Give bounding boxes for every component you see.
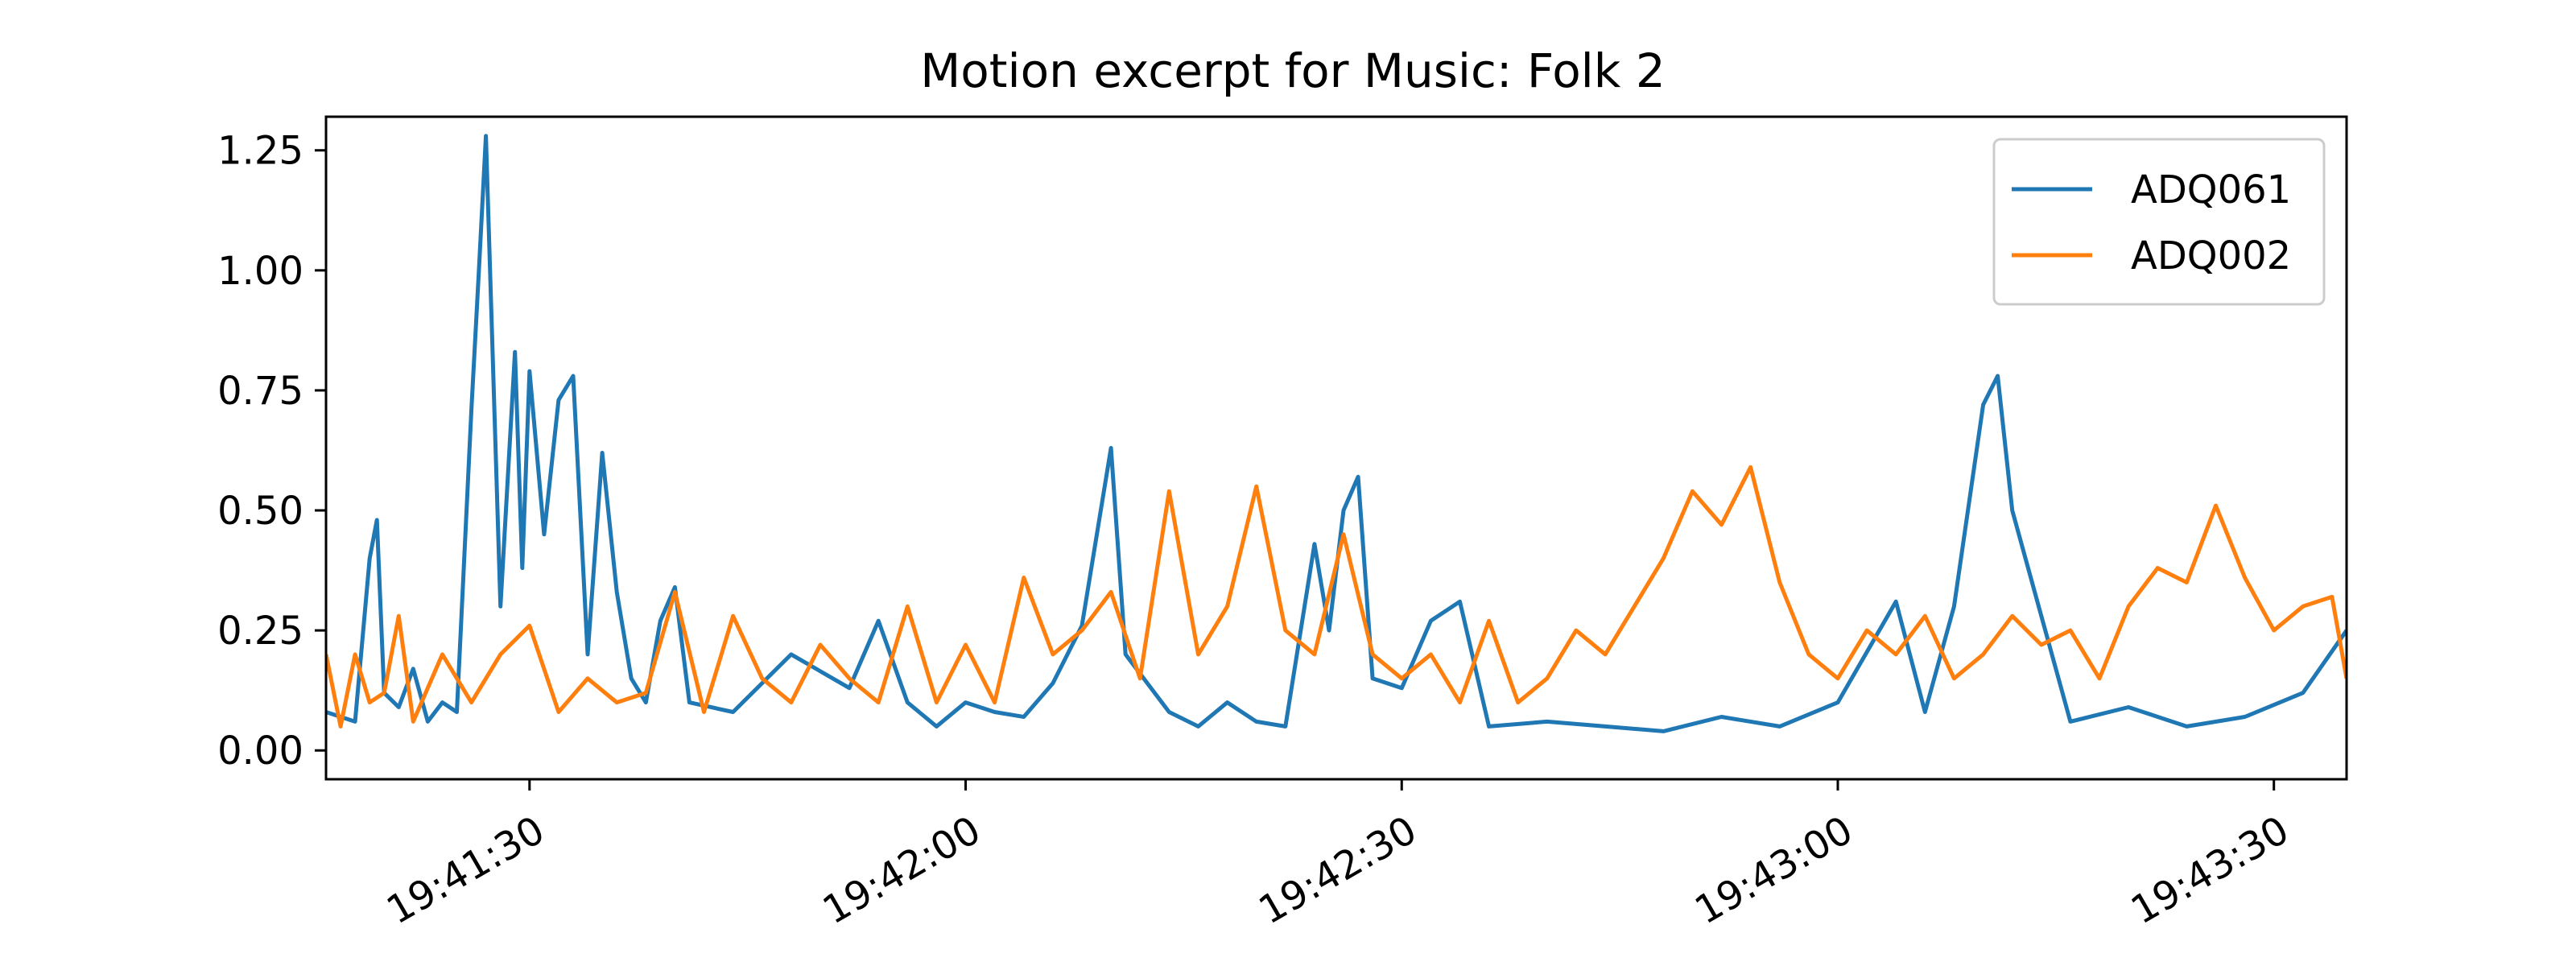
y-tick-label: 0.00 xyxy=(217,729,303,774)
series-line-adq002 xyxy=(326,464,2347,729)
chart-title: Motion excerpt for Music: Folk 2 xyxy=(920,43,1665,98)
y-tick-label: 1.00 xyxy=(217,249,303,294)
x-tick-label: 19:43:30 xyxy=(2124,807,2297,933)
legend: ADQ061 ADQ002 xyxy=(1992,138,2326,306)
legend-label-adq002: ADQ002 xyxy=(2131,233,2291,279)
series-line-adq061 xyxy=(326,134,2347,733)
plot-frame xyxy=(324,115,2348,781)
y-tick-label: 0.25 xyxy=(217,609,303,654)
x-axis: 19:41:30 19:42:00 19:42:30 19:43:00 19:43:30 xyxy=(379,779,2297,933)
legend-label-adq061: ADQ061 xyxy=(2131,167,2291,213)
x-tick-label: 19:41:30 xyxy=(379,807,552,933)
y-axis: 0.00 0.25 0.50 0.75 1.00 1.25 xyxy=(217,129,326,774)
plot-area xyxy=(326,134,2347,733)
x-tick-label: 19:43:00 xyxy=(1687,807,1860,933)
y-tick-label: 0.50 xyxy=(217,489,303,534)
y-tick-label: 1.25 xyxy=(217,129,303,174)
x-tick-label: 19:42:30 xyxy=(1252,807,1425,933)
legend-box xyxy=(1992,138,2326,306)
x-tick-label: 19:42:00 xyxy=(815,807,989,933)
y-tick-label: 0.75 xyxy=(217,369,303,414)
